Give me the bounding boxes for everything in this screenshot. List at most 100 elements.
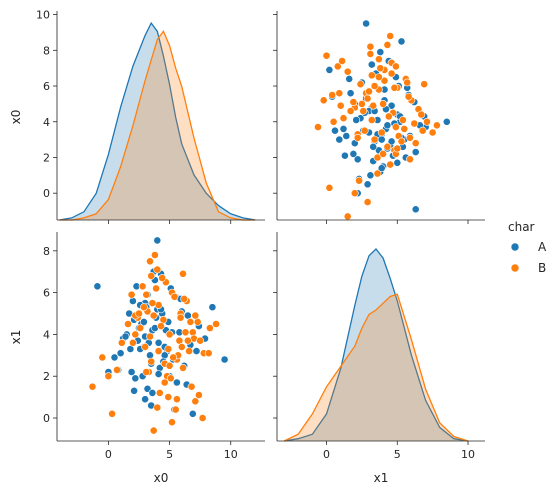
point-a	[160, 351, 169, 360]
point-b	[148, 299, 157, 307]
point-b	[205, 324, 214, 332]
point-b	[149, 426, 158, 435]
point-b	[160, 378, 169, 387]
point-b	[391, 62, 400, 71]
point-b	[355, 176, 363, 185]
point-b	[191, 397, 200, 406]
point-a	[387, 137, 396, 146]
point-b	[363, 94, 372, 103]
point-b	[150, 251, 159, 259]
x1-ytick-label: 2	[43, 370, 50, 383]
point-b	[374, 55, 383, 64]
point-b	[170, 292, 179, 301]
panel-x0-vs-x1-scatter: 0 2 4 6 8 0 5 10	[43, 232, 265, 461]
point-b	[142, 368, 151, 376]
point-b	[333, 62, 342, 71]
x1-ytick-label: 4	[43, 328, 50, 341]
x-axis-label-x1: x1	[374, 471, 389, 485]
point-b	[146, 257, 154, 266]
point-a	[153, 236, 162, 245]
point-b	[194, 391, 203, 399]
point-b	[188, 328, 197, 337]
point-b	[343, 67, 352, 76]
point-b	[390, 83, 399, 92]
point-b	[373, 169, 382, 178]
point-b	[139, 303, 148, 312]
point-b	[124, 320, 132, 328]
point-b	[108, 409, 116, 418]
kde-x0-a-area	[59, 23, 256, 220]
x0b-xtick-label: 10	[224, 448, 238, 461]
legend-title: char	[508, 220, 535, 234]
point-a	[110, 353, 119, 362]
point-b	[373, 153, 382, 162]
point-b	[165, 361, 174, 370]
point-a	[188, 409, 197, 418]
point-b	[198, 414, 207, 422]
point-b	[403, 78, 412, 87]
point-b	[369, 101, 378, 110]
point-b	[135, 309, 143, 318]
point-b	[417, 110, 426, 119]
point-b	[357, 100, 366, 108]
kde-x0-b-line	[59, 30, 256, 221]
point-b	[365, 87, 373, 96]
point-b	[370, 82, 379, 90]
point-a	[369, 142, 378, 151]
point-b	[179, 363, 187, 372]
point-b	[191, 311, 200, 320]
point-b	[335, 89, 344, 98]
point-a	[325, 66, 334, 74]
point-b	[329, 117, 338, 126]
point-b	[404, 92, 413, 101]
point-b	[169, 353, 178, 362]
point-b	[128, 338, 137, 347]
point-b	[420, 80, 429, 89]
point-a	[139, 317, 148, 326]
point-b	[314, 123, 322, 131]
point-b	[383, 41, 392, 49]
point-b	[406, 155, 414, 164]
point-b	[350, 189, 359, 198]
legend: char A B	[508, 220, 547, 275]
point-a	[146, 351, 154, 360]
point-a	[411, 205, 420, 214]
kde-x1-a-line	[283, 248, 469, 442]
point-a	[128, 297, 137, 305]
point-b	[172, 395, 181, 404]
panel-x0-kde: 0 2 4 6 8 10	[36, 9, 265, 224]
point-b	[117, 338, 126, 347]
point-b	[380, 76, 389, 85]
point-a	[352, 116, 361, 124]
point-a	[383, 121, 392, 130]
point-b	[136, 324, 145, 332]
point-b	[367, 71, 376, 80]
point-a	[116, 349, 125, 358]
point-b	[113, 365, 121, 374]
kde-x0-b-area	[59, 31, 256, 220]
point-b	[338, 57, 346, 65]
point-b	[398, 116, 407, 124]
kde-x1-a-area	[284, 249, 468, 441]
x-axis-label-x0: x0	[154, 471, 169, 485]
point-b	[432, 121, 441, 130]
x1-ytick-label: 8	[43, 245, 50, 258]
point-b	[346, 107, 355, 115]
point-b	[418, 126, 427, 135]
point-b	[411, 139, 420, 148]
point-b	[177, 342, 186, 351]
point-b	[180, 294, 189, 303]
point-b	[147, 357, 156, 366]
point-b	[325, 183, 334, 192]
point-a	[154, 370, 163, 378]
x0-ytick-label: 2	[43, 151, 50, 164]
x0b-xtick-label: 5	[166, 448, 173, 461]
point-a	[442, 117, 451, 126]
point-b	[319, 96, 328, 105]
point-b	[336, 101, 345, 110]
point-b	[428, 128, 437, 137]
point-a	[393, 158, 402, 167]
point-b	[384, 112, 393, 121]
point-b	[366, 50, 375, 58]
